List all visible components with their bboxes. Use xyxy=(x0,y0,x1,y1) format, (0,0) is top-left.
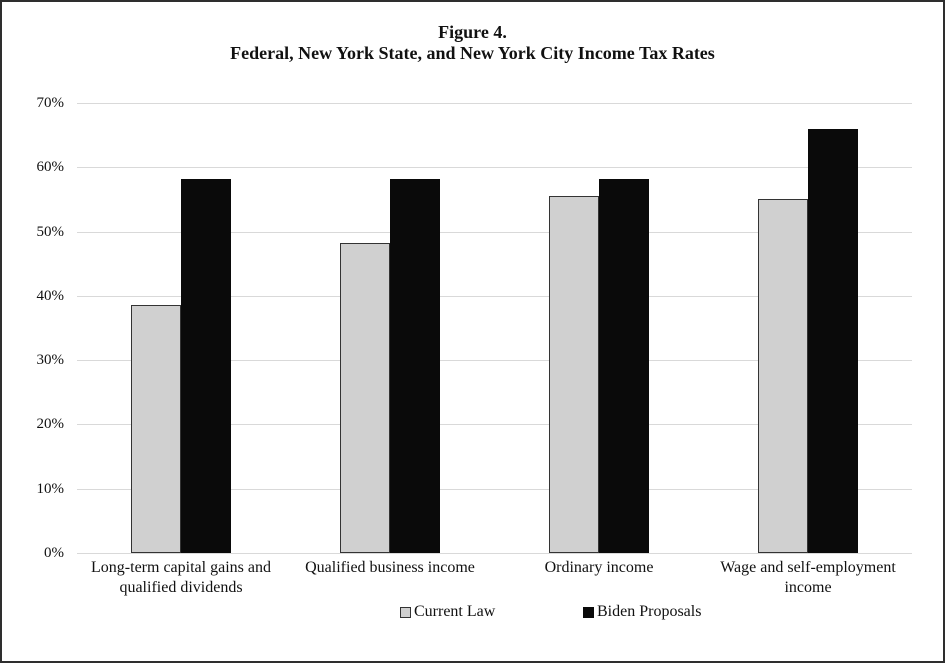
category-label: Long-term capital gains and qualified div… xyxy=(66,558,296,598)
gridline xyxy=(77,360,912,361)
y-tick-label: 40% xyxy=(36,288,65,304)
legend-item-biden-proposals: Biden Proposals xyxy=(583,602,701,622)
y-tick-label: 30% xyxy=(36,352,65,368)
y-tick-label: 20% xyxy=(36,416,65,432)
gridline xyxy=(77,232,912,233)
chart-subtitle: Federal, New York State, and New York Ci… xyxy=(230,43,715,63)
bar-biden-proposals xyxy=(808,129,858,553)
gridline xyxy=(77,103,912,104)
bar-current-law xyxy=(131,305,181,553)
bar-biden-proposals xyxy=(181,179,231,553)
category-label-line: Wage and self-employment xyxy=(720,559,896,576)
category-label: Qualified business income xyxy=(275,558,505,578)
category-label: Wage and self-employment income xyxy=(693,558,923,598)
bar-current-law xyxy=(340,243,390,553)
y-tick-label: 60% xyxy=(36,159,65,175)
chart-title: Figure 4. xyxy=(438,22,507,42)
y-tick-label: 70% xyxy=(36,95,65,111)
y-tick-label: 50% xyxy=(36,224,65,240)
y-tick-label: 0% xyxy=(44,545,64,561)
bar-biden-proposals xyxy=(599,179,649,553)
x-axis-line xyxy=(77,553,912,554)
legend-label: Current Law xyxy=(414,603,496,620)
category-label-line: qualified dividends xyxy=(119,579,243,596)
category-label: Ordinary income xyxy=(484,558,714,578)
category-label-line: income xyxy=(784,579,832,596)
gridline xyxy=(77,424,912,425)
category-label-line: Ordinary income xyxy=(544,559,654,576)
gridline xyxy=(77,167,912,168)
bar-current-law xyxy=(758,199,808,553)
bar-biden-proposals xyxy=(390,179,440,553)
chart-title-block: Figure 4. Federal, New York State, and N… xyxy=(2,22,943,64)
legend-marker-current-law xyxy=(400,606,411,618)
legend-marker-biden-proposals xyxy=(583,606,594,618)
gridline xyxy=(77,489,912,490)
bar-current-law xyxy=(549,196,599,553)
legend-label: Biden Proposals xyxy=(597,603,702,620)
category-label-line: Long-term capital gains and xyxy=(91,559,271,576)
legend-item-current-law: Current Law xyxy=(400,602,495,622)
y-tick-label: 10% xyxy=(36,481,65,497)
gridline xyxy=(77,296,912,297)
category-label-line: Qualified business income xyxy=(305,559,475,576)
